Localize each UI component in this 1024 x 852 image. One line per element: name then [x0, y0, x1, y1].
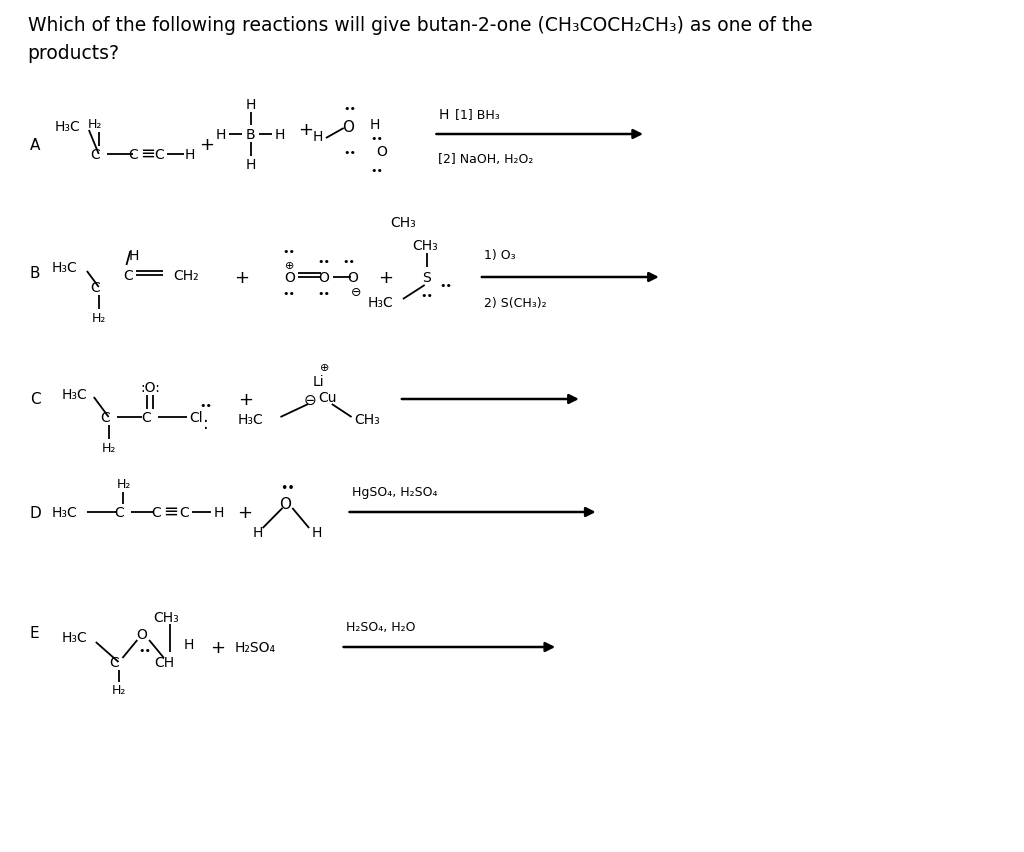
- Text: C: C: [30, 392, 40, 407]
- Text: H: H: [128, 249, 138, 262]
- Text: H: H: [253, 526, 263, 539]
- Text: ••: ••: [371, 134, 384, 144]
- Text: H₂SO₄, H₂O: H₂SO₄, H₂O: [346, 621, 415, 634]
- Text: O: O: [136, 627, 146, 642]
- Text: +: +: [210, 638, 224, 656]
- Text: ⊕: ⊕: [321, 363, 330, 372]
- Text: ••: ••: [283, 289, 296, 299]
- Text: C: C: [110, 655, 120, 669]
- Text: O: O: [376, 145, 387, 158]
- Text: H: H: [312, 526, 323, 539]
- Text: H: H: [183, 637, 195, 651]
- Text: C: C: [99, 411, 110, 424]
- Text: ≡: ≡: [163, 503, 178, 521]
- Text: CH₂: CH₂: [173, 268, 199, 283]
- Text: +: +: [199, 135, 214, 154]
- Text: O: O: [280, 497, 292, 512]
- Text: E: E: [30, 625, 39, 640]
- Text: H: H: [184, 148, 195, 162]
- Text: C: C: [90, 148, 99, 162]
- Text: H: H: [312, 130, 324, 144]
- Text: +: +: [298, 121, 312, 139]
- Text: B: B: [30, 265, 40, 280]
- Text: ••: ••: [280, 482, 295, 495]
- Text: H₂: H₂: [117, 478, 131, 491]
- Text: HgSO₄, H₂SO₄: HgSO₄, H₂SO₄: [351, 486, 437, 499]
- Text: C: C: [90, 280, 99, 295]
- Text: H₃C: H₃C: [238, 412, 264, 427]
- Text: [2] NaOH, H₂O₂: [2] NaOH, H₂O₂: [438, 153, 534, 166]
- Text: CH₃: CH₃: [390, 216, 416, 230]
- Text: O: O: [342, 119, 353, 135]
- Text: CH₃: CH₃: [354, 412, 380, 427]
- Text: H₃C: H₃C: [61, 630, 87, 644]
- Text: products?: products?: [28, 43, 120, 62]
- Text: Which of the following reactions will give butan-2-one (CH₃COCH₂CH₃) as one of t: Which of the following reactions will gi…: [28, 15, 812, 34]
- Text: ••: ••: [343, 148, 356, 158]
- Text: +: +: [234, 268, 250, 286]
- Text: ••: ••: [317, 256, 331, 267]
- Text: H₃C: H₃C: [368, 296, 393, 309]
- Text: ⊖: ⊖: [304, 392, 316, 407]
- Text: H₂: H₂: [88, 118, 102, 131]
- Text: H: H: [246, 158, 256, 172]
- Text: H₂: H₂: [91, 311, 105, 324]
- Text: H₂: H₂: [112, 683, 126, 697]
- Text: C: C: [124, 268, 133, 283]
- Text: A: A: [30, 137, 40, 153]
- Text: +: +: [238, 504, 253, 521]
- Text: H₃C: H₃C: [51, 505, 77, 520]
- Text: ••: ••: [199, 400, 212, 411]
- Text: ••: ••: [138, 645, 152, 655]
- Text: H: H: [213, 505, 223, 520]
- Text: 1) O₃: 1) O₃: [484, 249, 515, 262]
- Text: C: C: [179, 505, 188, 520]
- Text: CH₃: CH₃: [412, 239, 437, 253]
- Text: C: C: [152, 505, 161, 520]
- Text: +: +: [239, 390, 253, 408]
- Text: ••: ••: [342, 256, 355, 267]
- Text: O: O: [347, 271, 358, 285]
- Text: +: +: [378, 268, 392, 286]
- Text: Cl: Cl: [189, 411, 203, 424]
- Text: O: O: [284, 271, 295, 285]
- Text: ⊖: ⊖: [351, 285, 361, 298]
- Text: ••: ••: [371, 166, 384, 176]
- Text: H₃C: H₃C: [51, 261, 77, 274]
- Text: C: C: [155, 148, 164, 162]
- Text: ••: ••: [343, 104, 356, 114]
- Text: H₂: H₂: [101, 441, 116, 454]
- Text: C: C: [141, 411, 151, 424]
- Text: H: H: [274, 128, 285, 141]
- Text: H₃C: H₃C: [61, 388, 87, 401]
- Text: :: :: [203, 415, 208, 433]
- Text: 2) S(CH₃)₂: 2) S(CH₃)₂: [484, 296, 547, 309]
- Text: H: H: [438, 108, 449, 122]
- Text: ••: ••: [420, 291, 433, 301]
- Text: CH₃: CH₃: [153, 610, 179, 625]
- Text: C: C: [128, 148, 138, 162]
- Text: D: D: [30, 505, 41, 520]
- Text: :O:: :O:: [140, 381, 160, 394]
- Text: H: H: [246, 98, 256, 112]
- Text: ••: ••: [317, 289, 331, 299]
- Text: O: O: [318, 271, 330, 285]
- Text: H: H: [370, 118, 380, 132]
- Text: ⊕: ⊕: [285, 261, 294, 271]
- Text: H₃C: H₃C: [54, 120, 80, 134]
- Text: Cu: Cu: [318, 390, 337, 405]
- Text: H: H: [216, 128, 226, 141]
- Text: ••: ••: [283, 247, 296, 256]
- Text: H₂SO₄: H₂SO₄: [236, 640, 276, 654]
- Text: ••: ••: [439, 280, 453, 291]
- Text: S: S: [422, 271, 431, 285]
- Text: B: B: [246, 128, 256, 141]
- Text: [1] BH₃: [1] BH₃: [456, 108, 500, 121]
- Text: ≡: ≡: [140, 145, 156, 163]
- Text: CH: CH: [154, 655, 174, 669]
- Text: Li: Li: [312, 375, 324, 389]
- Text: C: C: [115, 505, 124, 520]
